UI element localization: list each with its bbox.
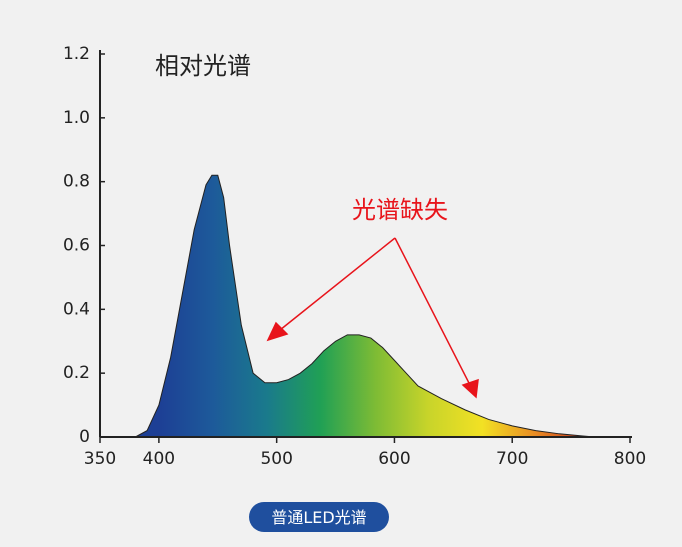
y-tick-label: 1.0 [63,108,90,128]
x-tick-label: 400 [143,449,175,469]
legend: 普通LED光谱 [249,502,389,532]
y-tick-label: 0.4 [63,299,90,319]
y-tick-label: 0 [79,427,90,447]
y-tick-label: 1.2 [63,44,90,64]
legend-badge [249,502,389,532]
annotation: 光谱缺失 [352,196,448,224]
spectrum-area [135,174,595,438]
y-tick-label: 0.6 [63,236,90,256]
x-tick-label: 500 [260,449,292,469]
x-tick-label: 700 [496,449,528,469]
x-tick-label: 350 [84,449,116,469]
chart-title: 相对光谱 [155,52,251,80]
x-tick-label: 600 [378,449,410,469]
annotation-arrows [266,237,479,399]
legend-label: 普通LED光谱 [271,508,366,527]
y-tick-label: 0.2 [63,363,90,383]
x-tick-label: 800 [614,449,646,469]
y-tick-label: 0.8 [63,172,90,192]
